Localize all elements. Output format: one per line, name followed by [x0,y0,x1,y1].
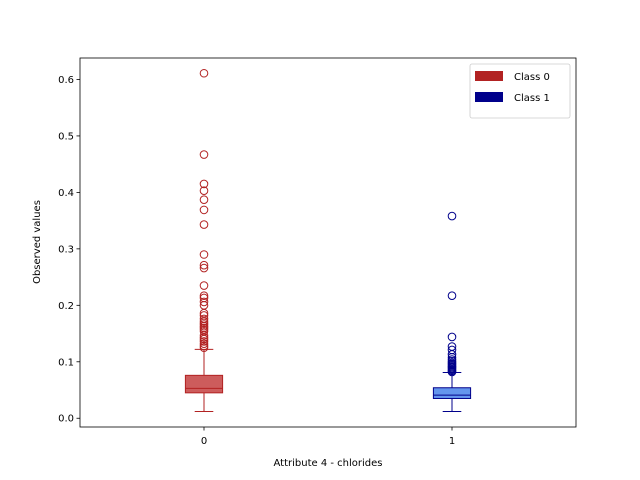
plot-area-frame [79,57,577,428]
legend-label-0: Class 0 [514,72,550,83]
outlier-1-17 [447,367,457,377]
legend-swatch-0 [475,71,503,81]
outlier-1-5 [447,350,457,359]
outlier-0-31 [199,343,209,352]
outlier-0-10 [199,281,209,290]
y-axis-label: Observed values [32,200,43,284]
outlier-0-0 [199,68,209,78]
legend-label-1: Class 1 [514,93,550,104]
x-tick-label-1: 1 [449,436,455,447]
legend-swatch-1 [475,92,503,102]
y-tick-label-3: 0.3 [58,244,74,255]
outlier-0-29 [199,339,209,349]
box-0 [184,68,224,412]
x-tick-label-0: 0 [201,436,207,447]
outlier-0-4 [199,195,209,205]
iqr-box-1 [432,387,472,399]
outlier-0-27 [199,334,209,344]
y-tick-label-4: 0.4 [58,188,74,199]
outlier-0-6 [199,220,209,229]
outlier-1-2 [447,332,457,342]
outlier-0-7 [199,250,209,259]
outlier-0-25 [199,330,209,340]
outlier-0-3 [199,186,209,195]
outlier-0-5 [199,205,209,215]
y-tick-label-6: 0.6 [58,75,74,86]
outlier-0-1 [199,150,209,159]
outlier-0-13 [199,297,209,307]
outlier-1-1 [447,291,457,301]
outlier-0-28 [199,337,209,346]
outlier-0-9 [199,263,209,273]
y-tick-label-1: 0.1 [58,357,74,368]
outlier-0-2 [199,179,209,189]
outlier-0-8 [199,260,209,270]
box-1 [432,211,472,412]
legend: Class 0 Class 1 [469,63,571,119]
y-tick-label-0: 0.0 [58,414,74,425]
outlier-1-0 [447,211,457,221]
y-tick-label-2: 0.2 [58,301,74,312]
iqr-box-0 [184,374,224,394]
y-tick-label-5: 0.5 [58,131,74,142]
outlier-0-11 [199,291,209,301]
x-axis-label: Attribute 4 - chlorides [274,458,383,469]
